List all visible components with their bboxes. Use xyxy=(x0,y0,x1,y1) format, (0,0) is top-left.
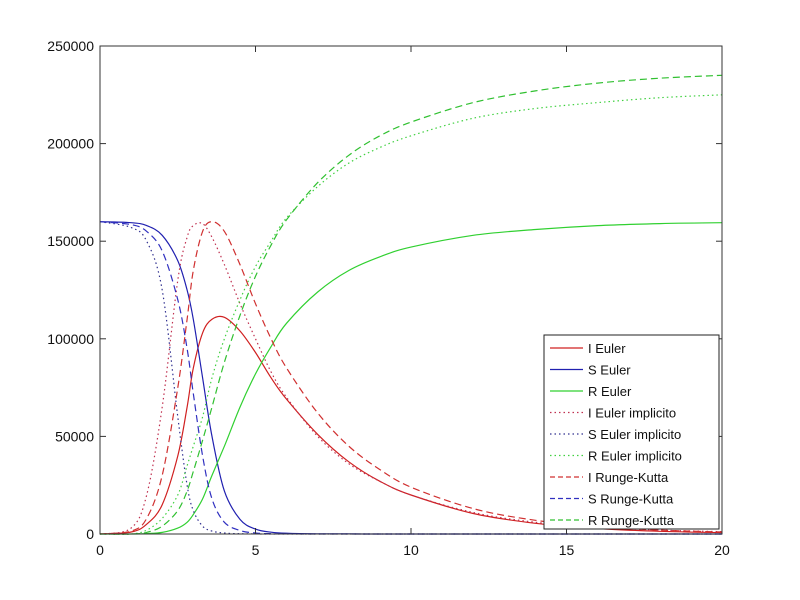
legend-label: I Euler xyxy=(588,341,626,356)
series-r-runge-kutta xyxy=(99,74,723,535)
series-r-euler xyxy=(99,222,723,535)
legend-label: S Euler implicito xyxy=(588,427,681,442)
series-i-runge-kutta xyxy=(99,221,723,535)
legend: I Euler S Euler R Euler I Euler implicito S … xyxy=(543,334,720,530)
legend-label: R Euler implicito xyxy=(588,449,682,464)
legend-label: R Euler xyxy=(588,384,632,399)
x-tick-label: 5 xyxy=(252,542,260,558)
y-tick-label: 0 xyxy=(86,526,94,542)
x-tick-label: 20 xyxy=(714,542,730,558)
legend-label: I Euler implicito xyxy=(588,406,676,421)
y-axis: 0 50000 100000 150000 200000 250000 xyxy=(47,38,722,542)
legend-label: S Euler xyxy=(588,363,631,378)
y-tick-label: 200000 xyxy=(47,136,94,152)
x-tick-label: 10 xyxy=(403,542,419,558)
y-tick-label: 100000 xyxy=(47,331,94,347)
y-tick-label: 50000 xyxy=(55,428,94,444)
legend-label: I Runge-Kutta xyxy=(588,470,669,485)
y-tick-label: 250000 xyxy=(47,38,94,54)
series-i-euler xyxy=(99,315,723,535)
legend-label: R Runge-Kutta xyxy=(588,513,675,528)
legend-label: S Runge-Kutta xyxy=(588,492,674,507)
y-tick-label: 150000 xyxy=(47,233,94,249)
series-i-euler-implicito xyxy=(99,222,723,535)
x-axis: 0 5 10 15 20 xyxy=(96,46,730,558)
x-tick-label: 0 xyxy=(96,542,104,558)
x-tick-label: 15 xyxy=(559,542,575,558)
legend-box xyxy=(543,334,720,530)
